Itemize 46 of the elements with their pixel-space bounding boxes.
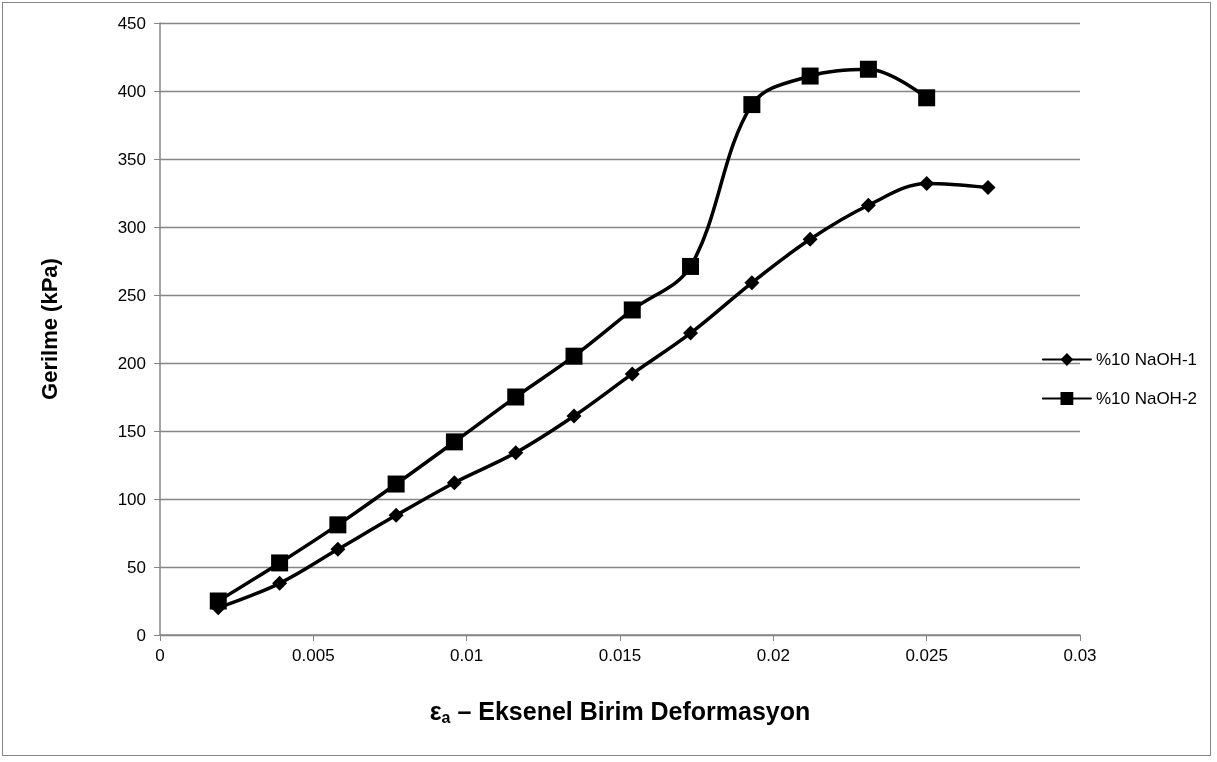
- y-tick-label: 250: [117, 285, 146, 305]
- point: [388, 507, 404, 523]
- y-tick-label: 200: [117, 353, 146, 373]
- point: [859, 60, 877, 78]
- x-tick-label: 0.02: [756, 646, 790, 665]
- point: [271, 554, 289, 572]
- legend-label: %10 NaOH-1: [1095, 350, 1198, 369]
- point: [860, 197, 876, 213]
- y-axis-title: Gerilme (kPa): [36, 258, 62, 400]
- point: [387, 475, 405, 493]
- y-tick-label: 450: [117, 13, 146, 33]
- y-tick-label: 400: [117, 81, 146, 101]
- point: [919, 175, 935, 191]
- point: [683, 325, 699, 341]
- point: [624, 366, 640, 382]
- x-tick-label: 0.01: [450, 646, 484, 665]
- x-axis-title: εa – Eksenel Birim Deformasyon: [429, 697, 811, 726]
- point: [329, 516, 347, 534]
- point: [623, 301, 641, 319]
- point: [801, 67, 819, 85]
- y-tick-label: 50: [127, 557, 146, 577]
- point: [744, 275, 760, 291]
- x-tick-label: 0.03: [1063, 646, 1097, 665]
- y-tick-label: 350: [117, 149, 146, 169]
- point: [507, 388, 525, 406]
- point: [445, 433, 463, 451]
- x-tick-label: 0.005: [292, 646, 335, 665]
- x-tick-label: 0: [155, 646, 165, 665]
- y-tick-label: 300: [117, 217, 146, 237]
- y-tick-label: 150: [117, 421, 146, 441]
- point: [565, 347, 583, 365]
- point: [566, 408, 582, 424]
- point: [743, 96, 761, 114]
- y-tick-label: 0: [136, 625, 146, 645]
- point: [508, 445, 524, 461]
- x-tick-label: 0.015: [598, 646, 642, 665]
- x-tick-label: 0.025: [905, 646, 948, 665]
- point: [446, 475, 462, 491]
- point: [802, 231, 818, 247]
- point: [918, 89, 936, 107]
- point: [980, 180, 996, 196]
- point: [330, 541, 346, 557]
- legend-label: %10 NaOH-2: [1095, 389, 1198, 408]
- point: [272, 575, 288, 591]
- point: [682, 257, 700, 275]
- y-tick-label: 100: [117, 489, 146, 509]
